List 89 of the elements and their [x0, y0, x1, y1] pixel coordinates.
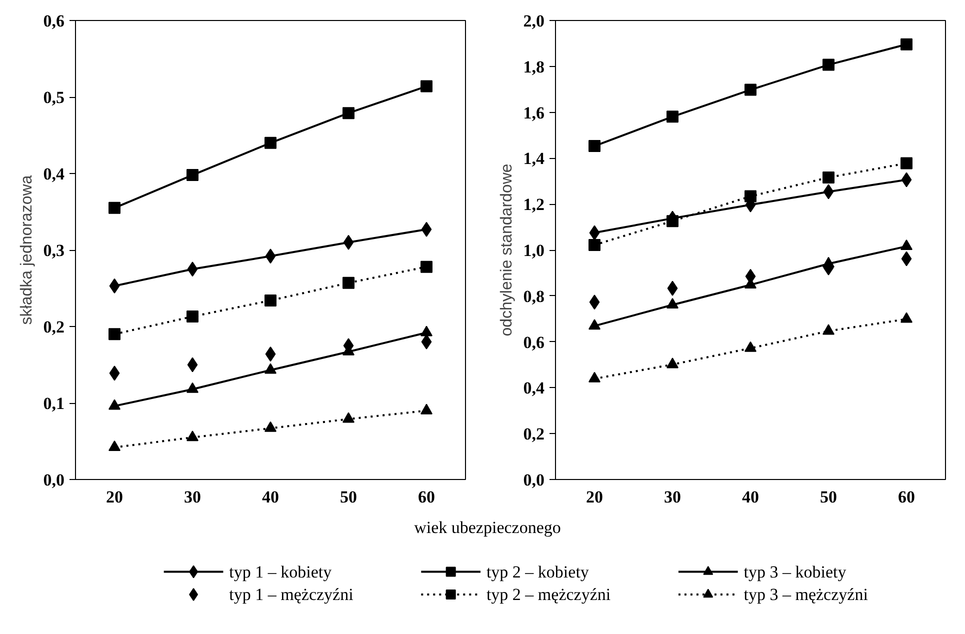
x-tick-label: 30 — [184, 488, 201, 506]
y-axis-title: składka jednorazowa — [18, 175, 36, 325]
point — [666, 358, 678, 368]
point — [666, 298, 678, 309]
x-tick-label: 50 — [820, 488, 837, 506]
point — [421, 222, 432, 237]
point — [666, 110, 678, 123]
y-tick-label: 0,1 — [43, 394, 64, 413]
legend-label: typ 2 – mężczyźni — [486, 585, 611, 604]
point — [109, 278, 120, 294]
point — [900, 312, 912, 323]
point — [264, 136, 276, 149]
point — [420, 404, 432, 414]
point — [900, 157, 912, 170]
point — [187, 357, 198, 372]
point — [186, 169, 198, 182]
y-tick-label: 0,6 — [523, 332, 544, 352]
y-tick-label: 0,3 — [43, 241, 64, 260]
point — [420, 326, 432, 336]
legend-label: typ 1 – mężczyźni — [229, 585, 354, 604]
point — [588, 238, 600, 251]
y-axis-title: odchylenie standardowe — [498, 164, 516, 336]
x-tick-label: 30 — [664, 488, 681, 506]
point — [186, 382, 198, 393]
x-tick-label: 60 — [418, 488, 435, 506]
x-tick-label: 60 — [898, 488, 915, 506]
point — [264, 421, 276, 432]
y-tick-label: 0,8 — [523, 286, 544, 306]
point — [342, 107, 354, 120]
point — [343, 234, 354, 250]
y-tick-label: 1,8 — [523, 57, 544, 76]
point — [588, 372, 600, 382]
legend-label: typ 3 – kobiety — [744, 562, 847, 582]
point — [420, 260, 432, 273]
x-tick-label: 20 — [106, 488, 123, 506]
point — [822, 58, 834, 71]
point — [186, 310, 198, 323]
point — [900, 38, 912, 50]
point — [265, 346, 276, 362]
legend-label: typ 3 – mężczyźni — [744, 585, 868, 604]
point — [667, 280, 678, 296]
y-tick-label: 0,0 — [43, 470, 64, 490]
point — [744, 84, 756, 96]
point — [186, 430, 198, 442]
y-tick-label: 0,6 — [43, 12, 64, 30]
y-tick-label: 1,0 — [523, 241, 544, 260]
point — [187, 262, 198, 277]
x-tick-label: 20 — [586, 488, 603, 506]
point — [901, 172, 912, 188]
point — [901, 251, 912, 266]
point — [342, 412, 354, 423]
point — [588, 140, 600, 152]
y-tick-label: 0,4 — [523, 378, 545, 398]
point — [822, 324, 834, 335]
point — [108, 328, 120, 340]
y-tick-label: 1,6 — [523, 103, 544, 122]
y-tick-label: 0,5 — [43, 88, 64, 107]
x-tick-label: 40 — [262, 488, 279, 506]
point — [589, 225, 600, 240]
point — [822, 171, 834, 184]
legend-label: typ 2 – kobiety — [486, 562, 590, 582]
point — [342, 276, 354, 289]
point — [744, 190, 756, 202]
point — [264, 363, 276, 374]
y-tick-label: 0,4 — [43, 164, 65, 184]
point — [900, 239, 912, 250]
y-tick-label: 0,2 — [523, 424, 544, 444]
point — [108, 440, 120, 452]
point — [265, 248, 276, 264]
point — [589, 294, 600, 310]
x-axis-title: wiek ubezpieczonego — [414, 517, 561, 539]
y-tick-label: 0,2 — [43, 318, 64, 336]
point — [264, 294, 276, 306]
point — [666, 215, 678, 228]
point — [420, 80, 432, 92]
point — [108, 202, 120, 214]
point — [108, 399, 120, 410]
point — [744, 341, 756, 352]
y-tick-label: 0,0 — [523, 470, 544, 490]
x-tick-label: 50 — [340, 488, 357, 506]
point — [421, 334, 432, 350]
y-tick-label: 2,0 — [523, 12, 544, 30]
y-tick-label: 1,4 — [523, 149, 545, 168]
point — [823, 184, 834, 200]
point — [109, 366, 120, 381]
x-tick-label: 40 — [742, 488, 759, 506]
y-tick-label: 1,2 — [523, 195, 544, 214]
point — [588, 319, 600, 330]
legend-label: typ 1 – kobiety — [229, 562, 332, 582]
